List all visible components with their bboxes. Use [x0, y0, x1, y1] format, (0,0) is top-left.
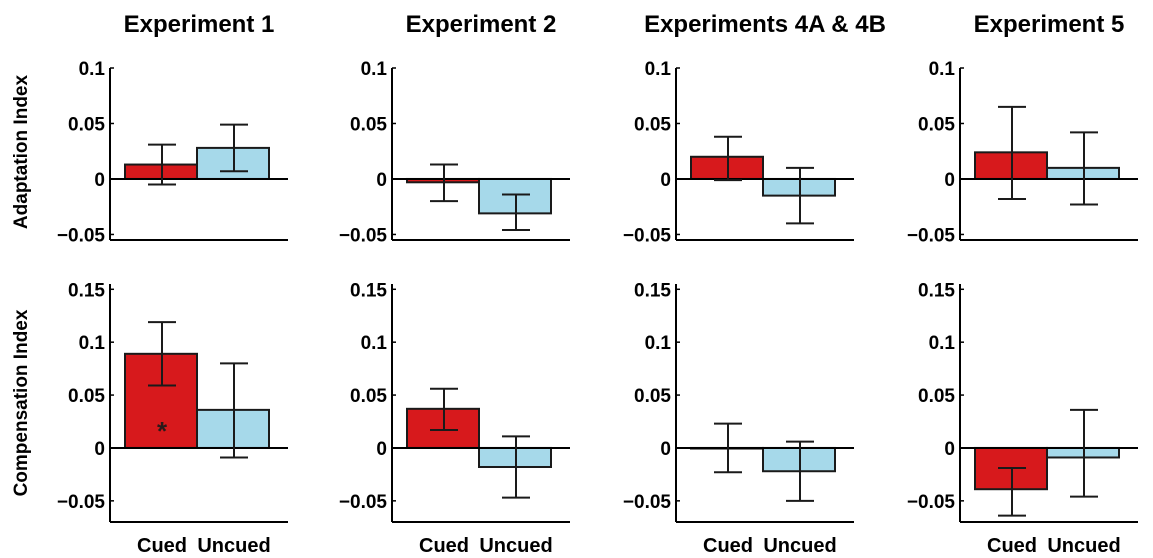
y-tick-label: 0.05 [68, 386, 105, 407]
chart-panel: Experiment 1 0.1 0.05 0 −0.05 [57, 11, 288, 246]
y-tick-label: 0.05 [634, 386, 671, 407]
chart-panel: 0.15 0.1 0.05 0 −0.05 Cued Uncued [623, 280, 854, 557]
y-tick-label: 0 [944, 170, 955, 191]
y-tick-label: 0.15 [918, 280, 955, 301]
y-tick-label: −0.05 [339, 492, 388, 513]
y-tick-label: 0.05 [634, 114, 671, 135]
chart-panel: Experiment 2 0.1 0.05 0 −0.05 [339, 11, 570, 246]
category-label-cued: Cued [703, 535, 753, 557]
error-bar-uncued [220, 123, 248, 173]
error-bar-uncued [220, 362, 248, 459]
y-tick-label: 0.15 [68, 280, 105, 301]
category-label-uncued: Uncued [479, 535, 552, 557]
y-tick-label: 0.15 [350, 280, 387, 301]
y-axis-label-compensation: Compensation Index [11, 309, 32, 496]
chart-panel: 0.15 0.1 0.05 0 −0.05 Cued Uncued [339, 280, 570, 557]
panel-title: Experiment 5 [974, 11, 1125, 38]
error-bar-cued [430, 387, 458, 431]
y-tick-label: 0.05 [350, 386, 387, 407]
y-tick-label: 0.1 [929, 59, 956, 80]
y-tick-label: 0.1 [361, 59, 388, 80]
category-label-uncued: Uncued [1047, 535, 1120, 557]
y-tick-label: 0 [944, 439, 955, 460]
chart-panel: 0.15 0.1 0.05 0 −0.05 * Cued Uncued [57, 280, 288, 557]
error-bar-cued [714, 422, 742, 474]
y-tick-label: −0.05 [907, 225, 956, 246]
error-bar-uncued [1070, 131, 1098, 206]
y-tick-label: 0.05 [918, 114, 955, 135]
y-tick-label: 0.05 [918, 386, 955, 407]
y-tick-label: −0.05 [57, 225, 106, 246]
panel-title: Experiment 1 [124, 11, 275, 38]
y-tick-label: −0.05 [57, 492, 106, 513]
y-tick-label: 0 [376, 170, 387, 191]
category-label-uncued: Uncued [197, 535, 270, 557]
error-bar-uncued [786, 440, 814, 502]
y-tick-label: 0.1 [361, 333, 388, 354]
y-tick-label: 0 [660, 170, 671, 191]
error-bar-uncued [502, 193, 530, 232]
y-tick-label: 0.05 [68, 114, 105, 135]
error-bar-cued [148, 143, 176, 186]
y-tick-label: −0.05 [907, 492, 956, 513]
error-bar-uncued [1070, 408, 1098, 498]
category-label-uncued: Uncued [763, 535, 836, 557]
y-tick-label: 0.1 [79, 59, 106, 80]
error-bar-cued [998, 467, 1026, 517]
error-bar-cued [998, 105, 1026, 200]
panel-title: Experiments 4A & 4B [644, 11, 886, 38]
y-tick-label: 0.1 [929, 333, 956, 354]
y-axis-label-adaptation: Adaptation Index [11, 75, 32, 230]
chart-panel: Experiment 5 0.1 0.05 0 −0.05 [907, 11, 1138, 246]
y-tick-label: 0 [376, 439, 387, 460]
y-tick-label: −0.05 [339, 225, 388, 246]
y-tick-label: 0 [94, 170, 105, 191]
y-tick-label: 0.1 [645, 59, 672, 80]
y-tick-label: 0.05 [350, 114, 387, 135]
category-label-cued: Cued [137, 535, 187, 557]
y-tick-label: 0.1 [645, 333, 672, 354]
panel-title: Experiment 2 [406, 11, 557, 38]
error-bar-cued [148, 321, 176, 387]
y-tick-label: −0.05 [623, 492, 672, 513]
category-label-cued: Cued [987, 535, 1037, 557]
y-tick-label: −0.05 [623, 225, 672, 246]
error-bar-cued [714, 135, 742, 182]
error-bar-uncued [502, 435, 530, 499]
y-tick-label: 0.15 [634, 280, 671, 301]
error-bar-uncued [786, 166, 814, 225]
error-bar-cued [430, 163, 458, 203]
category-label-cued: Cued [419, 535, 469, 557]
chart-panel: 0.15 0.1 0.05 0 −0.05 Cued Uncued [907, 280, 1138, 557]
significance-annotation: * [157, 416, 168, 446]
y-tick-label: 0.1 [79, 333, 106, 354]
chart-panel: Experiments 4A & 4B 0.1 0.05 0 −0.05 [623, 11, 886, 246]
y-tick-label: 0 [94, 439, 105, 460]
y-tick-label: 0 [660, 439, 671, 460]
